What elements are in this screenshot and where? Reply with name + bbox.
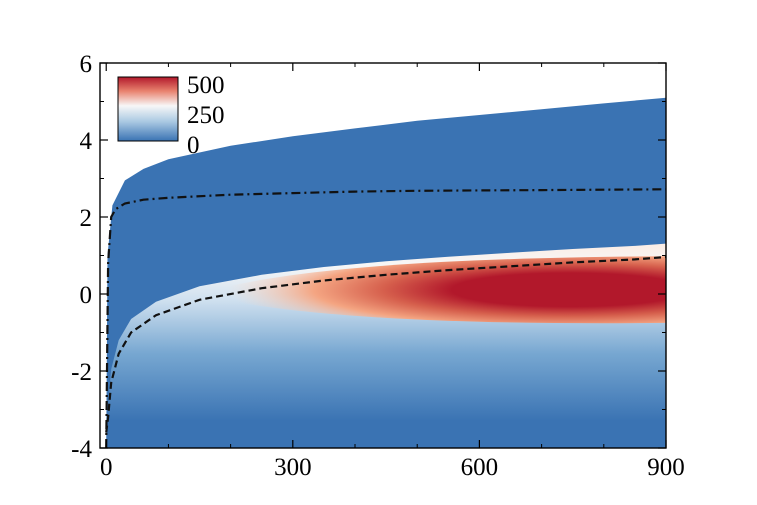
contour-fill-layer	[106, 97, 666, 448]
series-layer	[105, 188, 666, 448]
series-dash-dot-line	[105, 188, 666, 448]
y-tick-label: -2	[71, 359, 92, 386]
axis-ticks: 0 300 600 900 -4 -2 0 2 4 6	[71, 51, 685, 481]
x-tick-label: 900	[647, 454, 685, 481]
y-tick-label: 4	[80, 128, 93, 155]
y-tick-label: 2	[80, 205, 93, 232]
x-tick-label: 300	[274, 454, 312, 481]
y-tick-label: 6	[80, 51, 93, 78]
colorbar-label-mid: 250	[187, 102, 225, 129]
y-tick-label: 0	[80, 282, 93, 309]
colorbar	[117, 76, 179, 142]
legend: 500 250 0	[117, 72, 225, 159]
contour-peak-core	[199, 256, 666, 324]
x-tick-label: 0	[100, 454, 113, 481]
colorbar-label-high: 500	[187, 72, 225, 99]
x-tick-label: 600	[461, 454, 499, 481]
y-tick-label: -4	[71, 436, 92, 463]
colorbar-label-low: 0	[187, 132, 200, 159]
series-dashed-line	[105, 255, 666, 433]
